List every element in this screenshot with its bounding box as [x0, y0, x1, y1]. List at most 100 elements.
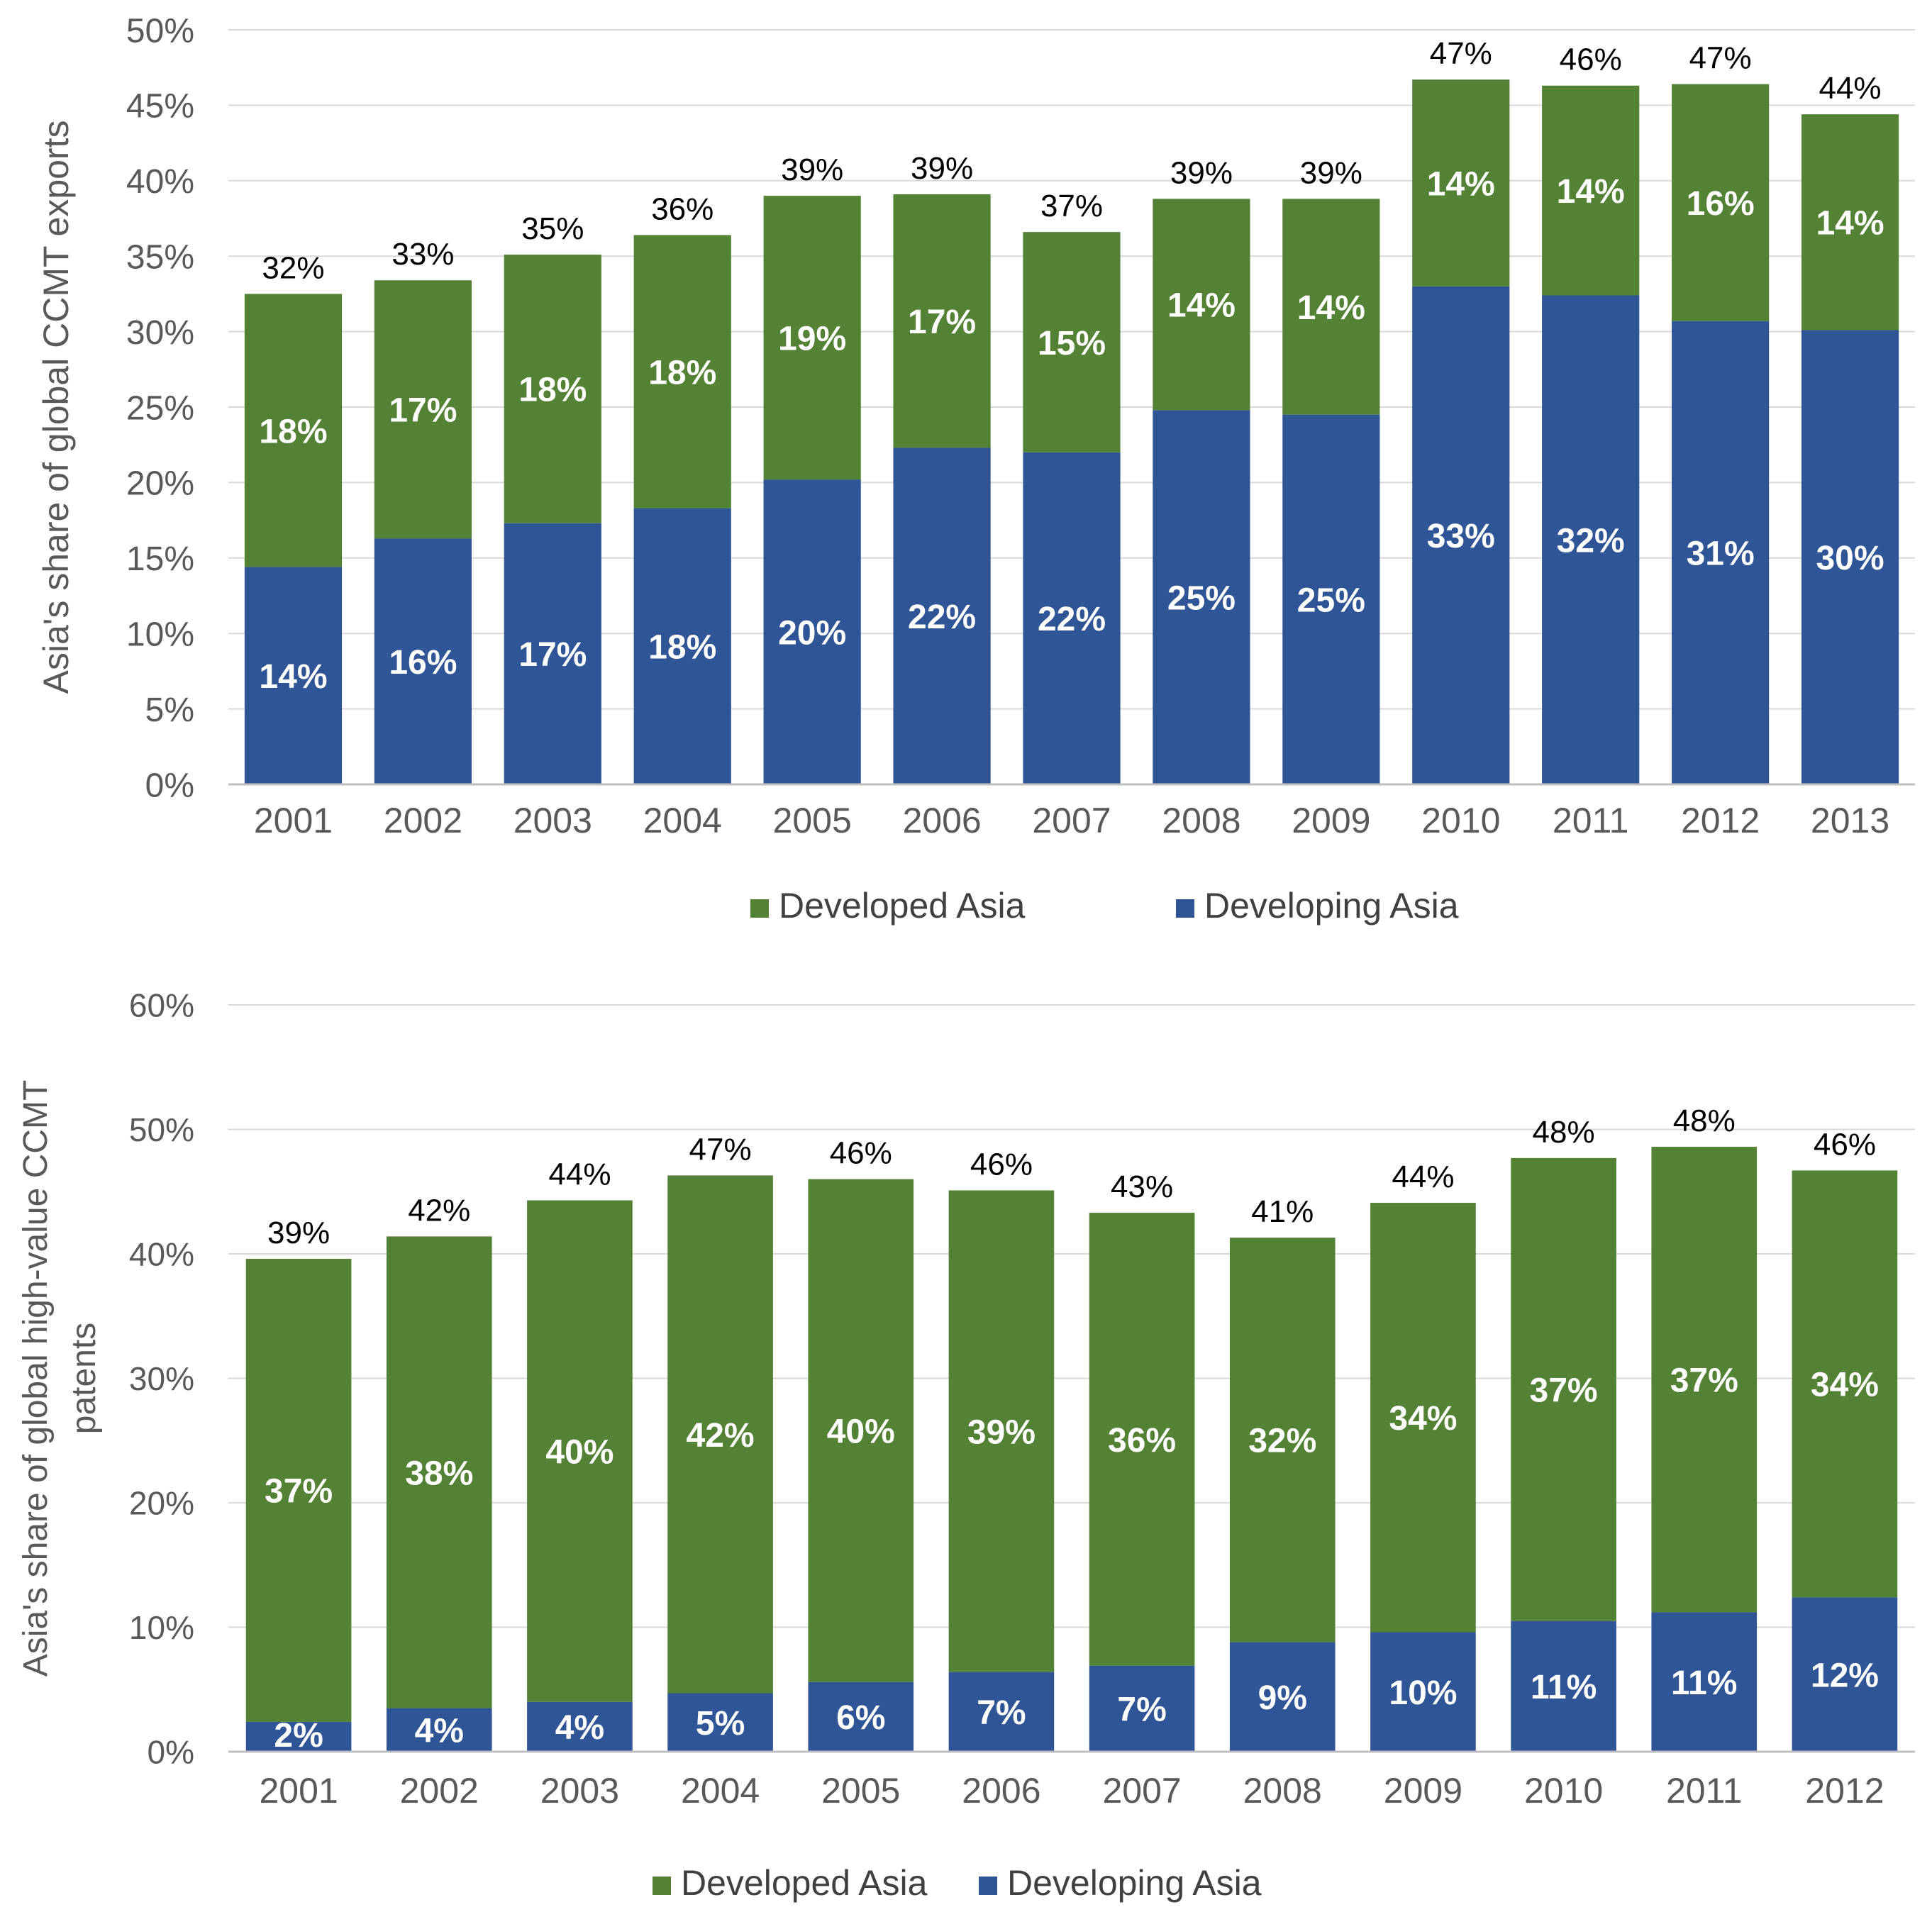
x-tick-label: 2010 — [1421, 801, 1500, 840]
bar-developing-asia — [1511, 1621, 1616, 1752]
x-tick-label: 2005 — [821, 1771, 900, 1811]
data-label-developed: 14% — [1427, 165, 1495, 203]
data-label-developing: 25% — [1167, 579, 1236, 617]
total-label: 48% — [1533, 1115, 1595, 1150]
bar-developing-asia — [1412, 286, 1510, 784]
bar-developed-asia — [893, 194, 991, 448]
bar-developed-asia — [1153, 199, 1250, 411]
data-label-developing: 30% — [1816, 540, 1884, 577]
total-label: 47% — [689, 1132, 752, 1167]
data-label-developing: 22% — [1038, 601, 1106, 638]
data-label-developing: 11% — [1531, 1669, 1597, 1706]
data-label-developed: 14% — [1816, 205, 1884, 243]
x-tick-label: 2007 — [1032, 801, 1111, 840]
data-label-developed: 34% — [1811, 1367, 1879, 1404]
data-label-developing: 20% — [778, 614, 846, 652]
x-tick-label: 2003 — [540, 1771, 619, 1811]
x-tick-label: 2008 — [1243, 1771, 1322, 1811]
data-label-developing: 7% — [977, 1694, 1026, 1732]
legend-label-developed: Developed Asia — [779, 886, 1026, 925]
data-label-developing: 9% — [1258, 1679, 1307, 1717]
data-label-developed: 37% — [1530, 1372, 1598, 1410]
data-label-developed: 37% — [265, 1473, 333, 1511]
bar-developed-asia — [1542, 85, 1640, 296]
total-label: 35% — [521, 211, 584, 246]
bar-developed-asia — [386, 1236, 492, 1708]
y-tick-label: 20% — [126, 465, 194, 503]
data-label-developing: 32% — [1557, 523, 1625, 560]
total-label: 39% — [1300, 155, 1362, 190]
total-label: 33% — [392, 237, 454, 272]
bar-developed-asia — [1370, 1203, 1476, 1633]
bar-developed-asia — [633, 235, 731, 508]
total-label: 44% — [548, 1157, 611, 1192]
legend-swatch-developing — [979, 1877, 997, 1895]
data-label-developed: 18% — [259, 413, 327, 450]
bar-developed-asia — [1229, 1238, 1336, 1642]
total-label: 39% — [911, 151, 973, 186]
data-label-developed: 34% — [1389, 1400, 1457, 1438]
data-label-developed: 19% — [778, 320, 846, 357]
x-tick-label: 2008 — [1162, 801, 1240, 840]
bar-developing-asia — [808, 1681, 914, 1752]
bar-developed-asia — [763, 196, 861, 480]
data-label-developed: 37% — [1670, 1362, 1738, 1400]
bar-developing-asia — [1089, 1665, 1195, 1752]
data-label-developing: 10% — [1389, 1674, 1457, 1712]
x-tick-label: 2010 — [1524, 1771, 1603, 1811]
bar-developed-asia — [1672, 84, 1770, 321]
legend-swatch-developing — [1176, 899, 1194, 918]
data-label-developed: 42% — [687, 1417, 755, 1455]
data-label-developing: 6% — [836, 1699, 885, 1737]
bar-developed-asia — [1089, 1213, 1195, 1666]
legend-label-developed: Developed Asia — [681, 1863, 928, 1903]
total-label: 41% — [1251, 1194, 1314, 1229]
x-tick-label: 2012 — [1805, 1771, 1884, 1811]
bar-developing-asia — [667, 1693, 773, 1752]
data-label-developing: 16% — [389, 644, 457, 682]
total-label: 36% — [651, 191, 714, 226]
bar-developed-asia — [245, 1259, 352, 1722]
data-label-developed: 18% — [518, 372, 587, 409]
data-label-developing: 12% — [1811, 1657, 1879, 1694]
data-label-developed: 14% — [1557, 173, 1625, 211]
data-label-developing: 31% — [1687, 535, 1755, 573]
y-axis-title: Asia's share of global CCMT exports — [36, 121, 76, 694]
y-tick-label: 35% — [126, 238, 194, 276]
data-label-developed: 17% — [908, 304, 976, 341]
data-label-developed: 18% — [648, 354, 716, 391]
total-label: 46% — [830, 1136, 892, 1171]
y-tick-label: 60% — [129, 987, 194, 1024]
total-label: 46% — [970, 1147, 1033, 1182]
data-label-developed: 40% — [827, 1413, 895, 1450]
data-label-developed: 14% — [1297, 289, 1365, 327]
y-tick-label: 25% — [126, 389, 194, 427]
y-tick-label: 45% — [126, 88, 194, 126]
bar-developing-asia — [893, 447, 991, 784]
bar-developed-asia — [808, 1179, 914, 1682]
bar-developed-asia — [1511, 1157, 1616, 1621]
data-label-developed: 16% — [1687, 185, 1755, 223]
bar-developing-asia — [245, 1721, 352, 1752]
y-tick-label: 30% — [129, 1360, 194, 1397]
bar-developed-asia — [244, 294, 343, 567]
x-tick-label: 2011 — [1666, 1771, 1743, 1811]
total-label: 44% — [1392, 1160, 1454, 1194]
x-tick-label: 2004 — [643, 801, 722, 840]
x-tick-label: 2009 — [1292, 801, 1370, 840]
y-tick-label: 50% — [126, 12, 194, 50]
total-label: 37% — [1040, 189, 1103, 223]
total-label: 32% — [262, 250, 324, 285]
exports-chart: 0% 5% 10% 15% 20% 25% 30% 35% 40% 45% 50% 14% 18% 32%… — [36, 12, 1915, 925]
x-tick-label: 2002 — [400, 1771, 479, 1811]
bar-developing-asia — [527, 1701, 633, 1752]
data-label-developing: 25% — [1297, 582, 1365, 620]
bar-developing-asia — [386, 1708, 492, 1752]
total-label: 46% — [1560, 43, 1622, 77]
x-tick-label: 2009 — [1384, 1771, 1462, 1811]
total-label: 44% — [1819, 71, 1881, 106]
y-tick-label: 5% — [145, 691, 194, 729]
data-label-developed: 32% — [1248, 1423, 1316, 1460]
total-label: 43% — [1111, 1169, 1173, 1204]
legend-swatch-developed — [750, 899, 769, 918]
